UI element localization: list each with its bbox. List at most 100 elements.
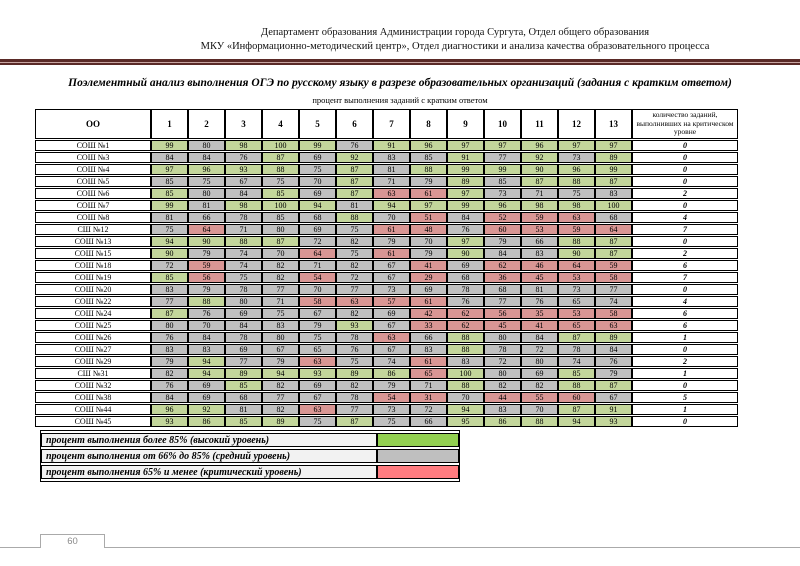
score-cell: 56: [188, 271, 225, 283]
school-label: СОШ №19: [35, 271, 151, 283]
score-cell: 94: [188, 367, 225, 379]
score-cell: 61: [373, 247, 410, 259]
score-cell: 56: [484, 307, 521, 319]
score-cell: 92: [188, 403, 225, 415]
score-cell: 98: [521, 199, 558, 211]
score-cell: 61: [373, 223, 410, 235]
legend-label: процент выполнения более 85% (высокий ур…: [41, 433, 377, 447]
table-row: СОШ №38 84 69 68 77 67 78 54 31 70 44 55 60 67 5: [35, 391, 738, 403]
score-cell: 75: [299, 415, 336, 427]
score-cell: 72: [410, 403, 447, 415]
score-cell: 71: [373, 175, 410, 187]
score-cell: 78: [558, 343, 595, 355]
score-cell: 61: [410, 355, 447, 367]
score-cell: 58: [595, 307, 632, 319]
score-cell: 67: [595, 391, 632, 403]
school-label: СОШ №15: [35, 247, 151, 259]
table-row: СОШ №44 96 92 81 82 63 77 73 72 94 83 70 87 91 1: [35, 403, 738, 415]
score-cell: 77: [225, 355, 262, 367]
school-label: СОШ №38: [35, 391, 151, 403]
critical-count-cell: 1: [632, 331, 738, 343]
score-cell: 88: [336, 211, 373, 223]
score-cell: 78: [225, 331, 262, 343]
score-cell: 70: [447, 391, 484, 403]
score-cell: 62: [447, 307, 484, 319]
school-label: СОШ №27: [35, 343, 151, 355]
score-cell: 88: [558, 175, 595, 187]
critical-count-cell: 5: [632, 391, 738, 403]
score-cell: 99: [595, 163, 632, 175]
score-cell: 36: [484, 271, 521, 283]
score-cell: 79: [188, 283, 225, 295]
score-cell: 83: [151, 343, 188, 355]
score-cell: 87: [521, 175, 558, 187]
score-cell: 76: [188, 307, 225, 319]
column-header-task: 12: [558, 109, 595, 139]
school-label: СОШ №13: [35, 235, 151, 247]
score-cell: 66: [188, 211, 225, 223]
score-cell: 80: [262, 331, 299, 343]
score-cell: 85: [225, 415, 262, 427]
score-cell: 88: [447, 379, 484, 391]
score-cell: 87: [262, 151, 299, 163]
score-cell: 77: [151, 295, 188, 307]
score-cell: 75: [262, 307, 299, 319]
score-cell: 100: [262, 199, 299, 211]
score-cell: 75: [373, 415, 410, 427]
score-cell: 82: [262, 259, 299, 271]
score-cell: 79: [373, 235, 410, 247]
score-cell: 87: [151, 307, 188, 319]
score-cell: 82: [336, 259, 373, 271]
score-cell: 76: [151, 379, 188, 391]
legend-label: процент выполнения от 66% до 85% (средни…: [41, 449, 377, 463]
score-cell: 45: [484, 319, 521, 331]
score-cell: 88: [447, 343, 484, 355]
score-cell: 86: [373, 367, 410, 379]
critical-count-cell: 0: [632, 199, 738, 211]
score-cell: 72: [299, 235, 336, 247]
page-subtitle: процент выполнения заданий с кратким отв…: [312, 95, 488, 105]
school-label: СОШ №6: [35, 187, 151, 199]
score-cell: 68: [484, 283, 521, 295]
score-cell: 79: [373, 379, 410, 391]
score-cell: 42: [410, 307, 447, 319]
critical-count-cell: 6: [632, 319, 738, 331]
school-label: СОШ №20: [35, 283, 151, 295]
column-header-task: 8: [410, 109, 447, 139]
critical-count-cell: 0: [632, 379, 738, 391]
score-cell: 83: [595, 187, 632, 199]
score-cell: 74: [373, 355, 410, 367]
score-cell: 82: [484, 379, 521, 391]
score-cell: 45: [521, 271, 558, 283]
score-cell: 92: [521, 151, 558, 163]
table-header-row: ОО 1 2 3 4 5 6 7 8 9 10 11 12 13 количество заданий, в…: [35, 109, 738, 139]
score-cell: 70: [262, 247, 299, 259]
score-cell: 87: [336, 415, 373, 427]
table-row: СОШ №20 83 79 78 77 70 77 73 69 78 68 81 73 77 0: [35, 283, 738, 295]
score-cell: 87: [336, 175, 373, 187]
score-cell: 72: [521, 343, 558, 355]
footer-line-right: [105, 534, 800, 548]
score-cell: 86: [484, 415, 521, 427]
score-cell: 90: [558, 247, 595, 259]
score-cell: 87: [558, 403, 595, 415]
table-row: СОШ №6 85 80 84 85 69 87 63 61 97 73 71 75 83 2: [35, 187, 738, 199]
score-cell: 87: [595, 175, 632, 187]
score-cell: 97: [595, 139, 632, 151]
score-cell: 85: [151, 175, 188, 187]
score-cell: 79: [151, 355, 188, 367]
score-cell: 76: [336, 343, 373, 355]
score-cell: 94: [558, 415, 595, 427]
score-cell: 99: [447, 163, 484, 175]
score-cell: 89: [225, 367, 262, 379]
score-cell: 83: [410, 343, 447, 355]
critical-count-cell: 0: [632, 343, 738, 355]
critical-count-cell: 7: [632, 271, 738, 283]
score-cell: 63: [595, 319, 632, 331]
score-cell: 75: [336, 247, 373, 259]
score-cell: 67: [373, 343, 410, 355]
score-cell: 60: [484, 223, 521, 235]
legend: процент выполнения более 85% (высокий ур…: [40, 430, 460, 482]
score-cell: 84: [188, 151, 225, 163]
score-cell: 96: [410, 139, 447, 151]
